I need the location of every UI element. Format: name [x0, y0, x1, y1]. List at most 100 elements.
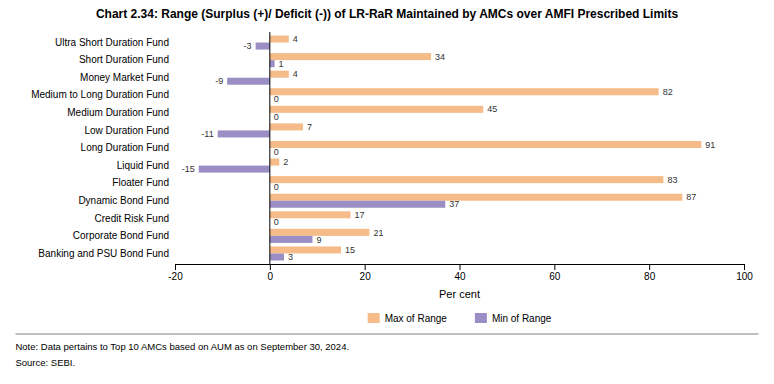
y-tick-label: Corporate Bond Fund: [73, 230, 169, 241]
zero-line: [269, 32, 270, 264]
data-label: 0: [274, 182, 279, 192]
x-tick-mark: [460, 264, 461, 270]
y-tick-label: Short Duration Fund: [79, 54, 169, 65]
x-tick: 80: [644, 264, 656, 282]
bar: [270, 88, 659, 95]
bar: [270, 141, 701, 148]
y-tick: Medium Duration Fund: [67, 107, 169, 118]
data-label: 87: [686, 192, 696, 202]
y-tick-label: Floater Fund: [112, 177, 169, 188]
y-tick-label: Medium Duration Fund: [67, 107, 169, 118]
y-tick-label: Liquid Fund: [117, 160, 169, 171]
y-tick: Short Duration Fund: [79, 54, 169, 65]
x-tick-label: 80: [644, 271, 656, 282]
y-tick-label: Money Market Fund: [80, 72, 169, 83]
x-tick: 20: [360, 264, 372, 282]
x-axis: -20 0 20 40 60 80 100: [168, 264, 753, 282]
bar: [270, 60, 275, 67]
y-tick: Medium to Long Duration Fund: [31, 89, 169, 100]
bar: [199, 166, 270, 173]
data-label: 15: [345, 245, 355, 255]
bar: [270, 176, 664, 183]
x-tick-label: -20: [168, 271, 183, 282]
x-tick-mark: [270, 264, 271, 270]
y-tick: Liquid Fund: [117, 160, 169, 171]
data-label: 0: [274, 94, 279, 104]
x-tick-label: 100: [736, 271, 753, 282]
legend-item: Min of Range: [475, 313, 552, 324]
x-tick-label: 60: [549, 271, 561, 282]
data-label: 17: [354, 210, 364, 220]
data-label: 9: [317, 235, 322, 245]
data-label: 0: [274, 112, 279, 122]
data-label: 2: [283, 157, 288, 167]
chart: Chart 2.34: Range (Surplus (+)/ Deficit …: [0, 0, 774, 384]
y-tick: Floater Fund: [112, 177, 169, 188]
data-label: 91: [705, 140, 715, 150]
y-tick-label: Low Duration Fund: [85, 125, 170, 136]
legend: Max of Range Min of Range: [368, 313, 552, 324]
data-label: 4: [293, 69, 298, 79]
x-axis-title: Per cent: [439, 288, 480, 300]
separator: [15, 334, 758, 335]
bar: [270, 36, 289, 43]
data-label: -15: [182, 164, 195, 174]
y-tick-label: Dynamic Bond Fund: [78, 195, 169, 206]
y-tick: Ultra Short Duration Fund: [55, 37, 169, 48]
data-label: 82: [663, 87, 673, 97]
bars: [199, 36, 702, 261]
bar: [270, 201, 445, 208]
data-label: 0: [274, 217, 279, 227]
bar: [256, 43, 270, 50]
bar: [270, 53, 431, 60]
y-axis: Banking and PSU Bond Fund Corporate Bond …: [31, 37, 169, 259]
legend-label: Max of Range: [385, 313, 448, 324]
legend-label: Min of Range: [492, 313, 552, 324]
y-tick-label: Medium to Long Duration Fund: [31, 89, 169, 100]
bar: [270, 211, 351, 218]
x-axis-line: [176, 265, 745, 271]
y-tick-label: Credit Risk Fund: [95, 213, 169, 224]
bar: [270, 194, 683, 201]
y-tick: Money Market Fund: [80, 72, 169, 83]
x-tick: 0: [268, 264, 274, 282]
title: Chart 2.34: Range (Surplus (+)/ Deficit …: [96, 7, 679, 21]
legend-swatch: [368, 313, 380, 323]
bar: [270, 106, 483, 113]
y-tick: Banking and PSU Bond Fund: [38, 248, 169, 259]
bar: [270, 253, 284, 260]
series-bars: [199, 43, 446, 261]
x-tick-mark: [649, 264, 650, 270]
x-tick-mark: [554, 264, 555, 270]
bar: [218, 130, 270, 137]
legend-item: Max of Range: [368, 313, 448, 324]
data-label: 45: [487, 104, 497, 114]
series-bars: [270, 36, 701, 254]
y-tick-label: Ultra Short Duration Fund: [55, 37, 169, 48]
data-label: 7: [307, 122, 312, 132]
data-label: -9: [215, 76, 223, 86]
data-label: 37: [449, 199, 459, 209]
annotation: Note: Data pertains to Top 10 AMCs based…: [15, 341, 349, 352]
y-tick: Long Duration Fund: [81, 142, 169, 153]
data-label: 0: [274, 147, 279, 157]
y-tick-label: Banking and PSU Bond Fund: [38, 248, 169, 259]
x-tick-label: 0: [268, 271, 274, 282]
data-label: 83: [667, 175, 677, 185]
y-tick: Dynamic Bond Fund: [78, 195, 169, 206]
y-tick-label: Long Duration Fund: [81, 142, 169, 153]
data-labels: 1521178783291745824344390370-150-1100-91…: [182, 34, 716, 262]
data-label: 1: [279, 59, 284, 69]
data-label: -3: [244, 41, 252, 51]
x-tick-label: 40: [454, 271, 466, 282]
data-label: 21: [373, 228, 383, 238]
legend-swatch: [475, 313, 487, 323]
y-tick: Credit Risk Fund: [95, 213, 169, 224]
bar: [227, 78, 270, 85]
bar: [270, 123, 303, 130]
data-label: 3: [288, 252, 293, 262]
data-label: -11: [201, 129, 213, 139]
x-tick-mark: [365, 264, 366, 270]
bar: [270, 71, 289, 78]
plot: 1521178783291745824344390370-150-1100-91…: [31, 32, 753, 300]
